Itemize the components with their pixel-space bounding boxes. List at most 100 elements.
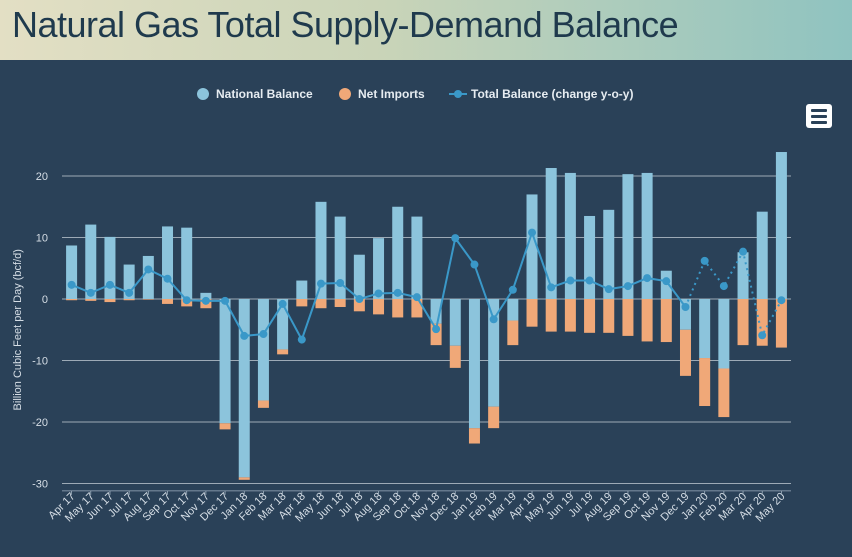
net-imports-bar — [411, 299, 423, 318]
hamburger-line — [811, 109, 827, 112]
total-balance-point — [604, 285, 613, 294]
total-balance-point — [86, 288, 95, 297]
national-balance-bar — [142, 255, 154, 299]
national-balance-bar — [468, 299, 480, 429]
national-balance-bar — [699, 299, 711, 359]
national-balance-bar — [641, 172, 653, 299]
total-balance-point — [681, 302, 690, 311]
national-balance-bar — [564, 172, 576, 299]
net-imports-bar — [277, 349, 289, 355]
net-imports-bar — [545, 299, 557, 332]
national-balance-bar — [353, 254, 365, 299]
legend-marker — [454, 90, 462, 98]
national-balance-bar — [277, 299, 289, 350]
total-balance-point — [355, 295, 364, 303]
national-balance-bar — [737, 252, 749, 299]
net-imports-bar — [584, 299, 596, 333]
net-imports-bar — [622, 299, 634, 336]
national-balance-bar — [411, 216, 423, 299]
total-balance-point — [278, 299, 287, 308]
national-balance-bar — [392, 206, 404, 299]
net-imports-bar — [526, 299, 538, 327]
national-balance-bar — [718, 299, 730, 369]
net-imports-bar — [296, 299, 308, 307]
national-balance-bar — [584, 215, 596, 299]
net-imports-bar — [123, 299, 135, 301]
y-tick-label: 0 — [42, 294, 48, 306]
national-balance-bar — [104, 236, 116, 299]
total-balance-point — [105, 280, 114, 289]
legend-national-balance[interactable]: National Balance — [197, 87, 313, 101]
net-imports-bar — [660, 299, 672, 343]
national-balance-bar — [162, 226, 174, 299]
total-balance-point — [412, 293, 421, 302]
net-imports-bar — [488, 406, 500, 429]
total-balance-point — [163, 274, 172, 283]
national-balance-bar — [488, 299, 500, 407]
net-imports-bar — [334, 299, 346, 307]
net-imports-bar — [219, 423, 231, 430]
chart-area: 20 10 0 -10 -20 -30 Billion Cubic Feet per Day… — [0, 60, 852, 557]
net-imports-bar — [603, 299, 615, 333]
net-imports-bar — [238, 477, 250, 480]
national-balance-bar — [296, 280, 308, 299]
total-balance-point — [297, 335, 306, 344]
national-balance-bar — [679, 299, 691, 330]
total-balance-point — [470, 260, 479, 269]
national-balance-bar — [85, 224, 97, 299]
total-balance-point — [547, 283, 556, 292]
total-balance-point — [623, 282, 632, 291]
total-balance-point — [528, 228, 537, 237]
y-tick-label: -20 — [32, 417, 48, 429]
net-imports-bar — [641, 299, 653, 342]
national-balance-bar — [181, 227, 193, 299]
chart-svg: 20 10 0 -10 -20 -30 Billion Cubic Feet per Day… — [12, 87, 791, 525]
legend-marker — [339, 88, 351, 100]
net-imports-bar — [775, 299, 787, 348]
chart-menu-button[interactable] — [806, 104, 832, 128]
net-imports-bar — [737, 299, 749, 346]
page-title: Natural Gas Total Supply-Demand Balance — [12, 4, 679, 45]
net-imports-bar — [430, 323, 442, 346]
total-balance-point — [393, 288, 402, 297]
hamburger-line — [811, 115, 827, 118]
total-balance-point — [566, 276, 575, 285]
national-balance-bar — [66, 245, 78, 299]
net-imports-bar — [353, 299, 365, 312]
national-balance-bar — [545, 168, 557, 299]
national-balance-bar — [315, 201, 327, 299]
total-balance-point — [643, 274, 652, 283]
total-balance-point — [700, 256, 709, 265]
total-balance-point — [585, 276, 594, 285]
national-balance-bar — [373, 238, 385, 299]
net-imports-bar — [85, 299, 97, 301]
national-balance-bar — [622, 174, 634, 299]
total-balance-point — [374, 289, 383, 298]
net-imports-bar — [449, 345, 461, 368]
net-imports-bar — [162, 299, 174, 304]
national-balance-bar — [123, 264, 135, 299]
net-imports-bar — [257, 400, 269, 408]
net-imports-bar — [756, 299, 768, 346]
legend-total-balance[interactable]: Total Balance (change y-o-y) — [449, 87, 633, 101]
net-imports-bar — [468, 428, 480, 444]
y-tick-label: -10 — [32, 356, 48, 368]
net-imports-bar — [699, 358, 711, 407]
legend-net-imports[interactable]: Net Imports — [339, 87, 425, 101]
total-balance-point — [336, 279, 345, 288]
total-balance-point — [144, 265, 153, 274]
net-imports-bar — [315, 299, 327, 309]
national-balance-bar — [430, 299, 442, 324]
net-imports-bar — [718, 368, 730, 418]
total-balance-point — [221, 296, 230, 305]
total-balance-point — [451, 234, 460, 243]
legend-marker — [197, 88, 209, 100]
total-balance-point — [777, 296, 786, 305]
legend-label: Total Balance (change y-o-y) — [471, 87, 633, 101]
legend-label: National Balance — [216, 87, 313, 101]
total-balance-point — [508, 285, 517, 294]
national-balance-bar — [526, 194, 538, 299]
total-balance-point — [182, 296, 191, 305]
total-balance-point — [201, 296, 210, 305]
national-balance-bar — [219, 299, 231, 424]
